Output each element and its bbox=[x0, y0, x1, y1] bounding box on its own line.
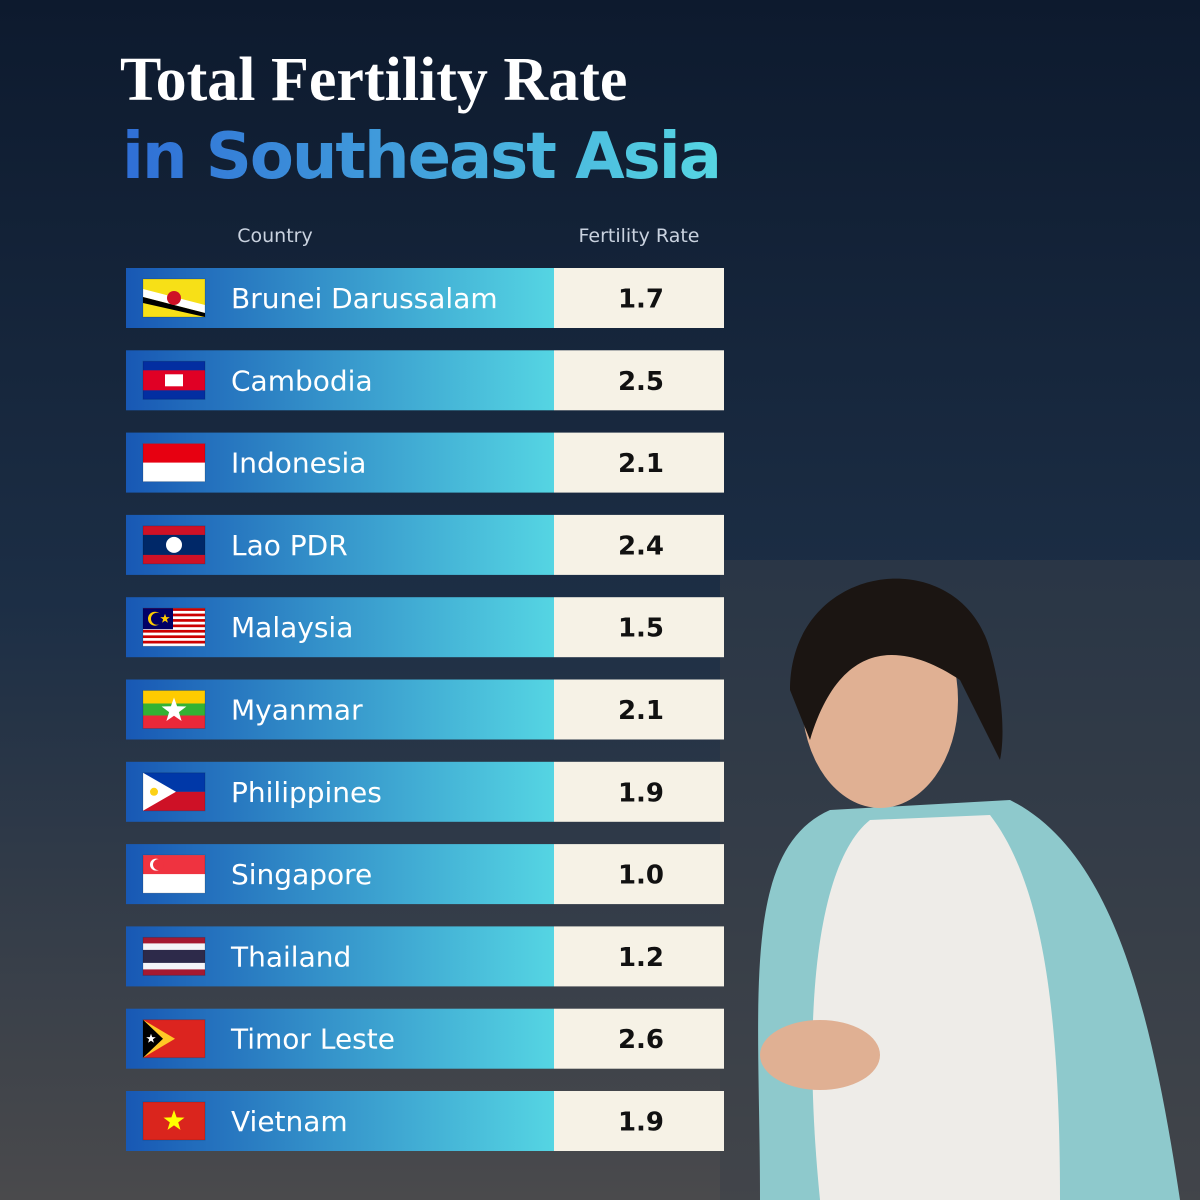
f bbox=[143, 613, 205, 617]
f bbox=[151, 612, 163, 625]
fertility-rate: 1.9 bbox=[618, 778, 664, 808]
fertility-rate: 1.2 bbox=[618, 943, 664, 973]
value-cell bbox=[554, 844, 724, 905]
value-cell bbox=[554, 1091, 724, 1151]
country-name: Vietnam bbox=[231, 1105, 348, 1138]
f bbox=[163, 1110, 185, 1130]
f bbox=[143, 443, 205, 463]
flag bbox=[142, 690, 206, 729]
table-row: Philippines 1.9 bbox=[126, 761, 724, 822]
f bbox=[167, 291, 181, 305]
value-cell bbox=[554, 761, 724, 822]
f bbox=[143, 297, 205, 317]
flag bbox=[142, 1019, 206, 1059]
table-row: Lao PDR 2.4 bbox=[126, 514, 724, 575]
flag-border bbox=[142, 690, 206, 729]
f bbox=[143, 690, 205, 704]
flag-border bbox=[142, 1101, 206, 1141]
f bbox=[165, 374, 183, 387]
f bbox=[146, 1033, 156, 1043]
column-header: Country bbox=[237, 225, 312, 247]
value-cell bbox=[554, 432, 724, 493]
flag bbox=[142, 607, 206, 647]
country-name: Philippines bbox=[231, 776, 382, 809]
fertility-rate: 1.7 bbox=[618, 285, 664, 315]
country-name: Singapore bbox=[231, 858, 372, 891]
table-row: Indonesia 2.1 bbox=[126, 432, 724, 493]
flag-border bbox=[142, 360, 206, 400]
title-line1: Total Fertility Rate bbox=[120, 46, 627, 114]
flag bbox=[142, 936, 206, 976]
fertility-rate: 2.5 bbox=[618, 367, 664, 397]
title-line2: in Southeast Asia bbox=[122, 120, 720, 194]
flag-border bbox=[142, 854, 206, 894]
value-cell bbox=[554, 1008, 724, 1069]
f bbox=[150, 787, 158, 796]
flag-border bbox=[142, 772, 206, 812]
table-row: Myanmar 2.1 bbox=[126, 679, 724, 740]
table-row: Malaysia 1.5 bbox=[126, 597, 724, 658]
flag-border bbox=[142, 607, 206, 647]
country-name: Indonesia bbox=[231, 447, 366, 480]
flag-border bbox=[142, 278, 206, 318]
country-name: Myanmar bbox=[231, 694, 363, 727]
f bbox=[161, 697, 187, 721]
value-cell bbox=[554, 350, 724, 411]
f bbox=[153, 859, 164, 871]
column-header: Fertility Rate bbox=[579, 225, 700, 247]
country-name: Timor Leste bbox=[230, 1023, 395, 1056]
flag-border bbox=[142, 936, 206, 976]
country-name: Lao PDR bbox=[231, 529, 348, 562]
table-row: Timor Leste 2.6 bbox=[126, 1008, 724, 1069]
fertility-rate: 2.1 bbox=[618, 449, 664, 479]
photo-figure bbox=[720, 560, 1200, 1200]
value-cell bbox=[554, 514, 724, 575]
fertility-rate: 1.0 bbox=[618, 861, 664, 891]
flag bbox=[142, 360, 206, 400]
f bbox=[160, 613, 170, 623]
fertility-rate: 2.1 bbox=[618, 696, 664, 726]
flag-border bbox=[142, 443, 206, 483]
f bbox=[143, 640, 205, 644]
table-row: Vietnam 1.9 bbox=[126, 1091, 724, 1151]
table-row: Singapore 1.0 bbox=[126, 844, 724, 905]
f bbox=[143, 624, 205, 628]
value-cell bbox=[554, 679, 724, 740]
f bbox=[143, 772, 176, 811]
table: Brunei Darussalam 1.7 Cambodia 2.5 Indonesia… bbox=[126, 268, 724, 1151]
country-name: Thailand bbox=[230, 940, 351, 973]
table-row: Thailand 1.2 bbox=[126, 926, 724, 987]
f bbox=[143, 629, 205, 633]
f bbox=[143, 635, 205, 639]
flag bbox=[142, 443, 206, 483]
flag bbox=[142, 1101, 206, 1141]
flag-border bbox=[142, 525, 206, 565]
flag-border bbox=[142, 1019, 206, 1059]
fertility-rate: 2.6 bbox=[618, 1025, 664, 1055]
flag bbox=[142, 525, 206, 565]
flag bbox=[142, 278, 206, 318]
table-row: Brunei Darussalam 1.7 bbox=[126, 268, 724, 328]
fertility-rate: 1.9 bbox=[618, 1108, 664, 1138]
f bbox=[143, 715, 205, 729]
country-name: Brunei Darussalam bbox=[231, 282, 498, 315]
flag bbox=[142, 772, 206, 812]
fertility-rate: 2.4 bbox=[618, 531, 664, 561]
f bbox=[143, 619, 205, 622]
country-name: Cambodia bbox=[231, 364, 373, 397]
f bbox=[166, 536, 182, 553]
f bbox=[143, 949, 205, 963]
value-cell bbox=[554, 597, 724, 658]
f bbox=[143, 608, 205, 611]
fertility-rate: 1.5 bbox=[618, 614, 664, 644]
value-cell bbox=[554, 268, 724, 328]
value-cell bbox=[554, 926, 724, 987]
country-name: Malaysia bbox=[231, 611, 353, 644]
flag bbox=[142, 854, 206, 894]
table-row: Cambodia 2.5 bbox=[126, 350, 724, 411]
